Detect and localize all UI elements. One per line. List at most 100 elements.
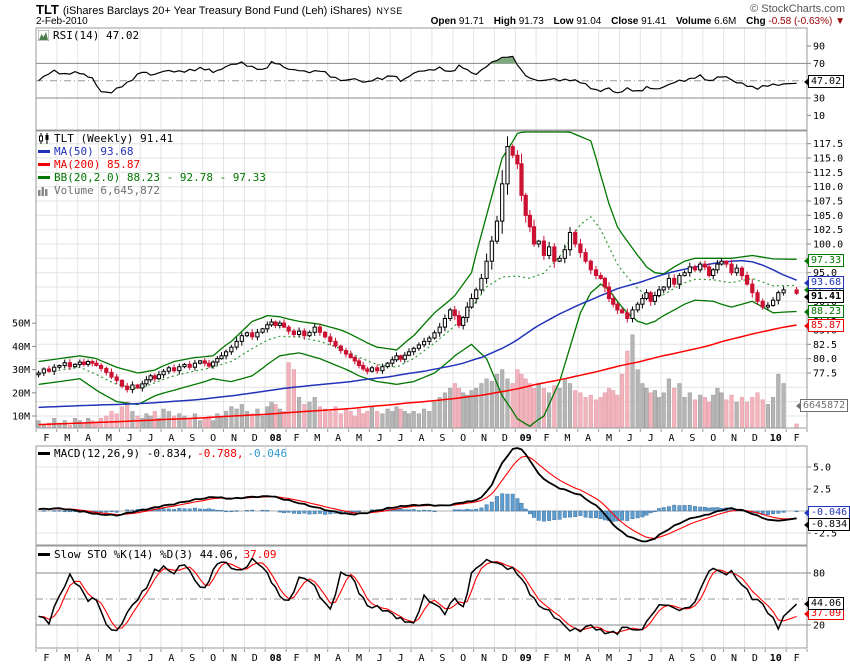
svg-text:O: O [210,653,216,664]
svg-text:80.0: 80.0 [813,354,837,365]
svg-text:F: F [794,653,800,664]
macd-hist-value: -0.046 [247,447,288,460]
svg-text:N: N [731,433,737,444]
svg-text:95.0: 95.0 [813,268,837,279]
svg-text:F: F [544,653,550,664]
svg-text:105.0: 105.0 [813,211,843,222]
svg-text:-2.5: -2.5 [813,529,837,540]
volume-last-box: 6645872 [800,399,849,412]
svg-text:80: 80 [813,568,825,579]
svg-text:112.5: 112.5 [813,168,843,179]
svg-text:J: J [148,433,154,444]
svg-text:F: F [43,653,49,664]
high-label: High [493,16,516,27]
svg-text:A: A [85,433,91,444]
bb-legend-text: BB(20,2.0) 88.23 - 92.78 - 97.33 [54,171,266,184]
svg-text:F: F [43,433,49,444]
svg-text:J: J [398,653,404,664]
macd-line-swatch [38,452,50,455]
close-label: Close [611,16,639,27]
copyright: © StockCharts.com [750,3,845,15]
svg-text:10M: 10M [12,412,30,423]
svg-text:N: N [481,433,487,444]
svg-text:S: S [689,433,695,444]
svg-text:A: A [335,653,341,664]
svg-text:D: D [252,653,258,664]
svg-text:J: J [648,433,654,444]
svg-text:M: M [314,433,320,444]
svg-text:S: S [189,433,195,444]
bb-lower-box: 88.23 [808,305,845,318]
header-line2: 2-Feb-2010 Open 91.71 High 91.73 Low 91.… [36,16,845,28]
svg-text:D: D [752,653,758,664]
svg-text:J: J [127,433,133,444]
macd-signal-value: -0.788, [197,447,244,460]
svg-text:D: D [252,433,258,444]
svg-text:77.5: 77.5 [813,368,837,379]
svg-text:A: A [669,433,675,444]
svg-text:O: O [710,433,716,444]
svg-text:30M: 30M [12,365,30,376]
candlestick-icon [38,133,50,144]
price-last-box: 91.41 [808,290,845,303]
header-line1: TLT (iShares Barclays 20+ Year Treasury B… [36,2,845,17]
svg-text:A: A [335,433,341,444]
svg-text:5.0: 5.0 [813,463,831,474]
svg-text:S: S [189,653,195,664]
ma200-line-swatch [38,163,50,166]
volume-bars-icon [38,185,50,196]
svg-text:M: M [356,433,362,444]
svg-text:A: A [418,653,424,664]
svg-text:A: A [168,653,174,664]
svg-text:A: A [585,433,591,444]
svg-text:M: M [64,433,70,444]
open-value: 91.71 [458,16,484,27]
bb-upper-box: 97.33 [808,254,845,267]
volume-value: 6.6M [714,16,737,27]
svg-text:J: J [127,653,133,664]
high-value: 91.73 [518,16,544,27]
svg-text:107.5: 107.5 [813,197,843,208]
svg-text:M: M [106,653,112,664]
svg-text:J: J [648,653,654,664]
ma200-legend-text: MA(200) 85.87 [54,158,141,171]
svg-text:50M: 50M [12,319,30,330]
rsi-legend: RSI(14) 47.02 [38,29,139,42]
tlt-legend: TLT (Weekly) 91.41 [38,132,173,145]
svg-text:110.0: 110.0 [813,182,843,193]
svg-text:N: N [731,653,737,664]
svg-text:O: O [460,433,466,444]
svg-text:M: M [314,653,320,664]
close-value: 91.41 [641,16,667,27]
svg-text:A: A [85,653,91,664]
svg-text:115.0: 115.0 [813,154,843,165]
svg-text:70: 70 [813,59,825,70]
svg-text:N: N [481,653,487,664]
svg-text:F: F [293,653,299,664]
sto-d-value: 37.09 [243,548,277,561]
area-chart-icon [38,30,49,41]
ma50-box: 93.68 [808,276,845,289]
svg-text:J: J [377,433,383,444]
svg-text:M: M [64,653,70,664]
macd-legend: MACD(12,26,9) -0.834, -0.788, -0.046 [38,447,287,460]
svg-text:08: 08 [270,433,282,444]
fund-name: (iShares Barclays 20+ Year Treasury Bond… [62,5,372,17]
svg-text:J: J [627,433,633,444]
svg-text:M: M [564,653,570,664]
sto-legend: Slow STO %K(14) %D(3) 44.06, 37.09 [38,548,277,561]
ma50-legend-text: MA(50) 93.68 [54,145,134,158]
svg-text:J: J [398,433,404,444]
low-label: Low [553,16,574,27]
ma50-line-swatch [38,150,50,153]
bb-legend: BB(20,2.0) 88.23 - 92.78 - 97.33 [38,171,266,184]
svg-text:N: N [231,433,237,444]
svg-text:F: F [544,433,550,444]
bb-line-swatch [38,176,50,179]
svg-text:20M: 20M [12,388,30,399]
low-value: 91.04 [576,16,602,27]
svg-text:100.0: 100.0 [813,240,843,251]
rsi-legend-text: RSI(14) 47.02 [53,29,140,42]
